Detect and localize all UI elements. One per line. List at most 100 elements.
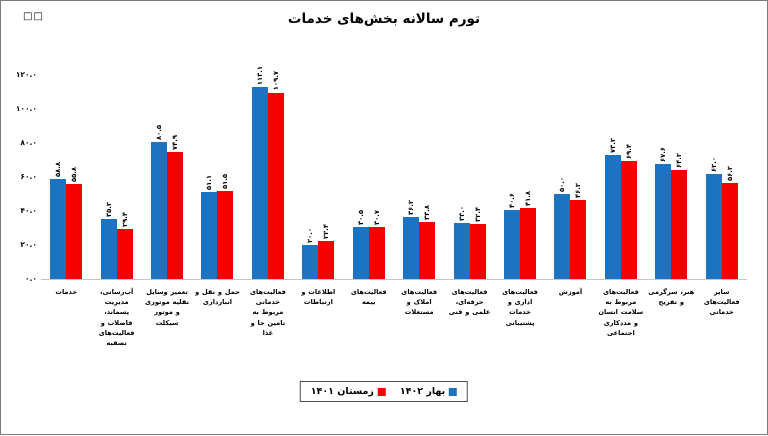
bar-value-label: ۴۶.۲ xyxy=(574,183,583,199)
bar: ۲۲.۴ xyxy=(318,224,335,279)
y-tick-label: ۱۲۰.۰ xyxy=(15,70,37,79)
legend-label: زمستان ۱۴۰۱ xyxy=(310,386,374,397)
bar-value-label: ۱۱۳.۱ xyxy=(255,65,264,85)
bar-value-label: ۳۳.۸ xyxy=(423,204,432,220)
x-axis-labels: خدمات آب‌رسانی، مدیریت پسماند، فاضلاب و ف… xyxy=(41,287,747,348)
bar: ۵۶.۲ xyxy=(721,166,738,279)
bar-group: ۳۰.۵ ۳۰.۷ xyxy=(344,1,394,279)
bar-value-label: ۶۴.۲ xyxy=(675,152,684,168)
y-tick-label: ۴۰.۰ xyxy=(20,206,37,215)
bar-value-label: ۲۲.۴ xyxy=(322,223,331,239)
bar-value-label: ۵۸.۸ xyxy=(54,162,63,178)
bar-group: ۵۸.۸ ۵۵.۸ xyxy=(41,1,91,279)
bar: ۸۰.۵ xyxy=(151,125,168,279)
bar-value-label: ۵۶.۲ xyxy=(725,166,734,182)
bar-group: ۸۰.۵ ۷۴.۹ xyxy=(142,1,192,279)
bar-value-label: ۱۰۹.۷ xyxy=(271,71,280,91)
x-category-label: فعالیت‌های مربوط به سلامت انسان و مددکار… xyxy=(598,288,644,337)
bar-value-label: ۶۷.۶ xyxy=(659,147,668,163)
bar-value-label: ۲۹.۴ xyxy=(120,212,129,228)
bar: ۷۳.۲ xyxy=(604,138,621,279)
bar: ۵۱.۵ xyxy=(217,174,234,279)
legend-color-swatch xyxy=(449,387,458,396)
bar-value-label: ۳۵.۲ xyxy=(104,202,113,218)
axis-title-missing-glyphs: □□ xyxy=(23,11,44,22)
x-category-label: هنر، سرگرمی و تفریح xyxy=(648,288,695,307)
legend-item: بهار ۱۴۰۲ xyxy=(399,386,458,397)
bar: ۳۶.۲ xyxy=(403,200,420,279)
bar: ۳۳.۰ xyxy=(453,206,470,279)
bar: ۵۱.۱ xyxy=(201,175,218,279)
bar-group: ۳۳.۰ ۳۲.۴ xyxy=(444,1,494,279)
bar: ۶۹.۴ xyxy=(620,144,637,279)
legend-color-swatch xyxy=(377,387,386,396)
bar: ۷۴.۹ xyxy=(167,135,184,279)
chart-title: تورم سالانه بخش‌های خدمات xyxy=(287,11,481,27)
y-tick-label: ۶۰.۰ xyxy=(20,172,37,181)
bar-value-label: ۶۲.۰ xyxy=(709,156,718,172)
bar-group: ۶۲.۰ ۵۶.۲ xyxy=(696,1,746,279)
bar-group: ۳۵.۲ ۲۹.۴ xyxy=(91,1,141,279)
legend-item: زمستان ۱۴۰۱ xyxy=(311,386,386,397)
bar: ۵۸.۸ xyxy=(50,162,67,279)
bar: ۳۰.۷ xyxy=(368,210,385,279)
bar: ۳۵.۲ xyxy=(100,202,117,279)
bar-value-label: ۷۴.۹ xyxy=(171,134,180,150)
bar: ۱۰۹.۷ xyxy=(267,71,284,279)
bar-group: ۶۷.۶ ۶۴.۲ xyxy=(646,1,696,279)
bar-groups: ۵۸.۸ ۵۵.۸ ۳۵.۲ ۲۹.۴ ۸۰.۵ ۷۴.۹ ۵۱.۱ ۵۱.۵ ۱۱۳.۱ ۱۰۹… xyxy=(41,1,747,279)
bar: ۶۷.۶ xyxy=(655,147,672,279)
bar-value-label: ۳۰.۷ xyxy=(372,209,381,225)
bar-value-label: ۲۰.۰ xyxy=(306,227,315,243)
x-category-label: حمل و نقل و انبارداری xyxy=(195,288,240,307)
bar: ۵۵.۸ xyxy=(66,167,83,279)
x-category-label: فعالیت‌های حرفه‌ای، علمی و فنی xyxy=(448,288,491,317)
bar-value-label: ۵۰.۰ xyxy=(558,176,567,192)
bar-value-label: ۷۳.۲ xyxy=(608,137,617,153)
x-category-label: خدمات xyxy=(55,288,78,296)
bar: ۴۱.۸ xyxy=(520,191,536,279)
y-tick-label: ۸۰.۰ xyxy=(20,138,37,147)
x-category-label: فعالیت‌های اداری و خدمات پشتیبانی xyxy=(502,288,538,327)
bar-group: ۳۶.۲ ۳۳.۸ xyxy=(394,1,444,279)
x-category-label: آب‌رسانی، مدیریت پسماند، فاضلاب و فعالیت… xyxy=(98,288,135,348)
bar-group: ۵۰.۰ ۴۶.۲ xyxy=(545,1,595,279)
bar: ۳۲.۴ xyxy=(469,207,486,279)
bar-group: ۷۳.۲ ۶۹.۴ xyxy=(596,1,646,279)
x-category-label: آموزش xyxy=(558,288,583,296)
bar-group: ۱۱۳.۱ ۱۰۹.۷ xyxy=(243,1,293,279)
bar-value-label: ۵۵.۸ xyxy=(70,167,79,183)
bar-value-label: ۳۶.۲ xyxy=(407,200,416,216)
bar-value-label: ۴۰.۶ xyxy=(508,192,516,208)
bar-value-label: ۳۰.۵ xyxy=(356,210,365,226)
bar-value-label: ۴۱.۸ xyxy=(524,190,532,206)
legend-label: بهار ۱۴۰۲ xyxy=(399,386,446,397)
bar-group: ۵۱.۱ ۵۱.۵ xyxy=(192,1,242,279)
bar: ۶۴.۲ xyxy=(671,153,688,279)
legend: بهار ۱۴۰۲ زمستان ۱۴۰۱ xyxy=(299,381,469,402)
y-tick-label: ۱۰۰.۰ xyxy=(15,104,37,113)
x-category-label: اطلاعات و ارتباطات xyxy=(301,288,336,307)
x-category-label: سایر فعالیت‌های خدماتی xyxy=(703,288,740,317)
bar: ۶۲.۰ xyxy=(705,157,722,279)
bar: ۲۰.۰ xyxy=(302,228,319,279)
x-category-label: فعالیت‌های املاک و مستغلات xyxy=(401,288,438,317)
y-tick-label: ۰.۰ xyxy=(24,274,37,283)
bar-group: ۲۰.۰ ۲۲.۴ xyxy=(293,1,343,279)
x-axis-line xyxy=(41,279,747,280)
bar-value-label: ۳۲.۴ xyxy=(473,206,482,222)
y-tick-label: ۲۰.۰ xyxy=(20,240,37,249)
bar-value-label: ۵۱.۵ xyxy=(221,174,230,190)
x-category-label: فعالیت‌های خدماتی مربوط به تامین جا و غذ… xyxy=(250,288,286,337)
bar: ۲۹.۴ xyxy=(116,212,133,279)
bar-group: ۴۰.۶ ۴۱.۸ xyxy=(495,1,545,279)
bar-value-label: ۳۳.۰ xyxy=(457,205,466,221)
bar: ۴۰.۶ xyxy=(504,193,520,279)
bar-value-label: ۵۱.۱ xyxy=(205,175,214,191)
bar: ۴۶.۲ xyxy=(570,183,587,279)
bar-value-label: ۸۰.۵ xyxy=(155,125,164,141)
bar: ۳۳.۸ xyxy=(419,205,436,279)
bar: ۵۰.۰ xyxy=(554,177,571,279)
